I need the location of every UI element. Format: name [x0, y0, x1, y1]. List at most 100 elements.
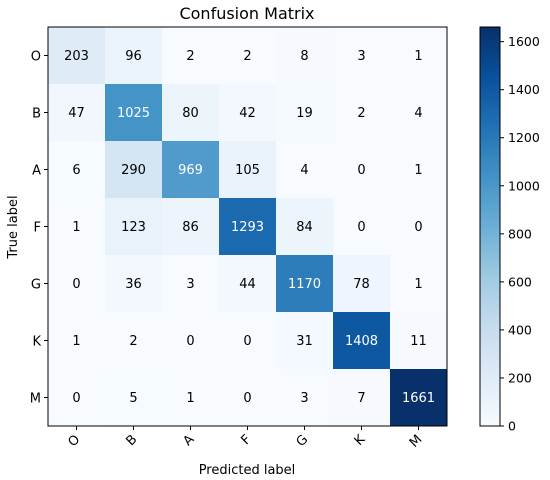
cell-value-label: 2 [357, 106, 365, 121]
heatmap-cell [105, 27, 163, 85]
cell-value-label: 1025 [117, 106, 150, 121]
y-axis-ticks: O B A F G K M [30, 50, 48, 407]
x-tick-label: M [407, 432, 426, 451]
cell-value-label: 0 [414, 220, 422, 235]
heatmap-cell [276, 84, 334, 142]
cell-value-label: 96 [125, 49, 142, 64]
colorbar-tick-label: 1600 [508, 34, 540, 49]
cell-value-label: 84 [296, 220, 313, 235]
cell-value-label: 0 [72, 391, 80, 406]
heatmap-cell [162, 369, 220, 427]
heatmap-cell [48, 369, 106, 427]
heatmap-cell [105, 255, 163, 313]
cell-value-label: 1 [414, 277, 422, 292]
y-tick-label: B [32, 107, 41, 122]
cell-value-label: 969 [178, 163, 203, 178]
y-tick-label: K [32, 335, 41, 350]
cell-value-label: 0 [357, 220, 365, 235]
heatmap-cell-labels: 203 96 2 2 8 3 147 1025 80 42 19 2 46 290 969 105 4 0 11 12… [64, 49, 435, 406]
cell-value-label: 123 [121, 220, 146, 235]
heatmap-cell [276, 198, 334, 256]
cell-value-label: 0 [243, 334, 251, 349]
heatmap-cell [219, 84, 277, 142]
heatmap-cell [276, 369, 334, 427]
colorbar-tick-label: 1000 [508, 178, 540, 193]
cell-value-label: 1408 [345, 334, 378, 349]
cell-value-label: 0 [186, 334, 194, 349]
cell-value-label: 4 [300, 163, 308, 178]
x-tick-label: K [352, 432, 369, 449]
heatmap-cell [390, 369, 448, 427]
heatmap-cell [105, 198, 163, 256]
heatmap-cell [333, 27, 391, 85]
heatmap-cell [105, 312, 163, 370]
cell-value-label: 44 [239, 277, 256, 292]
heatmap-cell [219, 141, 277, 199]
heatmap-cell [162, 84, 220, 142]
heatmap-cell [105, 84, 163, 142]
y-axis-label: True label [6, 195, 21, 259]
cell-value-label: 0 [357, 163, 365, 178]
cell-value-label: 203 [64, 49, 89, 64]
cell-value-label: 78 [353, 277, 370, 292]
heatmap-cell [333, 198, 391, 256]
cell-value-label: 86 [182, 220, 199, 235]
x-tick-label: G [294, 432, 312, 450]
colorbar-tick-label: 800 [508, 226, 532, 241]
colorbar-tick-label: 400 [508, 322, 532, 337]
y-tick-label: G [31, 278, 41, 293]
heatmap-cell [219, 27, 277, 85]
cell-value-label: 1661 [402, 391, 435, 406]
heatmap-cell [390, 84, 448, 142]
cell-value-label: 19 [296, 106, 313, 121]
heatmap-cell [219, 369, 277, 427]
heatmap-cells [48, 27, 448, 427]
cell-value-label: 3 [300, 391, 308, 406]
heatmap-cell [390, 27, 448, 85]
cell-value-label: 0 [243, 391, 251, 406]
heatmap-cell [333, 255, 391, 313]
chart-title: Confusion Matrix [179, 4, 314, 23]
x-tick-label: F [238, 432, 254, 448]
heatmap-cell [162, 27, 220, 85]
heatmap-cell [390, 255, 448, 313]
colorbar-tick-label: 600 [508, 274, 532, 289]
cell-value-label: 6 [72, 163, 80, 178]
cell-value-label: 2 [129, 334, 137, 349]
heatmap-cell [219, 198, 277, 256]
heatmap-cell [333, 312, 391, 370]
y-tick-label: F [34, 221, 41, 236]
heatmap-cell [276, 255, 334, 313]
heatmap-cell [333, 141, 391, 199]
heatmap-cell [276, 27, 334, 85]
heatmap-cell [48, 198, 106, 256]
cell-value-label: 3 [357, 49, 365, 64]
cell-value-label: 1 [414, 163, 422, 178]
heatmap-cell [276, 141, 334, 199]
heatmap-cell [48, 27, 106, 85]
heatmap-cell [48, 84, 106, 142]
heatmap-cell [105, 141, 163, 199]
cell-value-label: 4 [414, 106, 422, 121]
heatmap-cell [219, 312, 277, 370]
heatmap-cell [48, 312, 106, 370]
heatmap-cell [162, 255, 220, 313]
heatmap-cell [333, 84, 391, 142]
cell-value-label: 3 [186, 277, 194, 292]
cell-value-label: 5 [129, 391, 137, 406]
cell-value-label: 0 [72, 277, 80, 292]
cell-value-label: 1 [72, 220, 80, 235]
cell-value-label: 2 [243, 49, 251, 64]
cell-value-label: 1 [414, 49, 422, 64]
colorbar [479, 26, 501, 427]
y-tick-label: M [30, 392, 41, 407]
x-axis-label: Predicted label [199, 463, 296, 478]
colorbar-tick-label: 0 [508, 419, 516, 434]
x-tick-label: O [65, 432, 83, 450]
heatmap-cell [390, 312, 448, 370]
y-tick-label: A [32, 164, 41, 179]
cell-value-label: 36 [125, 277, 142, 292]
cell-value-label: 1293 [231, 220, 264, 235]
cell-value-label: 80 [182, 106, 199, 121]
